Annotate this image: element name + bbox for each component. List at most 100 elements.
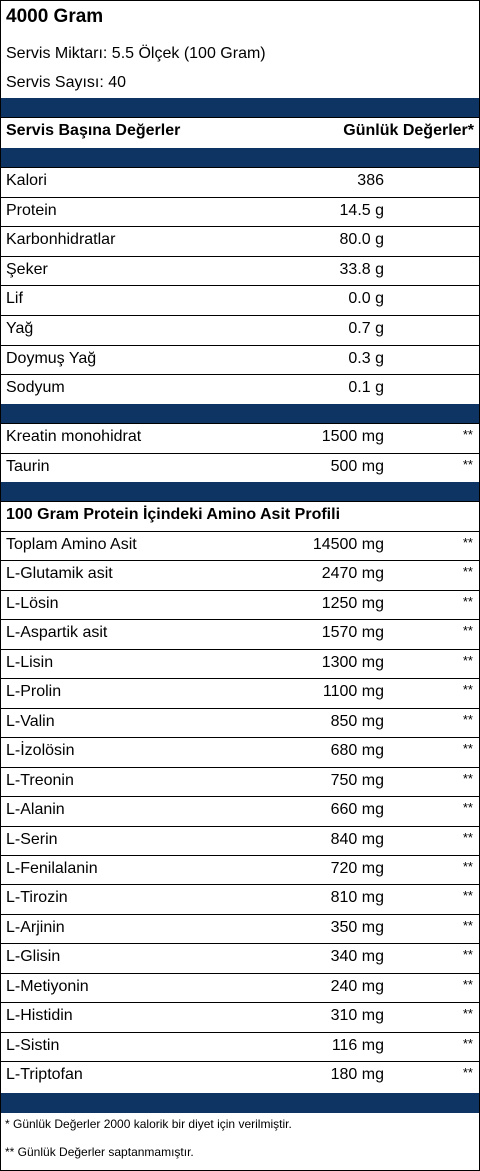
daily-value-marker: ** xyxy=(462,858,473,874)
table-row: Toplam Amino Asit 14500 mg ** xyxy=(1,531,479,560)
row-value: 840 mg xyxy=(330,830,384,848)
section-divider-band xyxy=(1,148,479,167)
daily-value-marker: ** xyxy=(462,623,473,639)
table-row: L-Metiyonin 240 mg ** xyxy=(1,972,479,1002)
section-divider-band xyxy=(1,1093,479,1113)
amino-header-row: 100 Gram Protein İçindeki Amino Asit Pro… xyxy=(1,501,479,530)
row-value: 14500 mg xyxy=(312,536,384,553)
daily-value-marker: ** xyxy=(462,456,473,472)
row-value: 0.0 g xyxy=(348,290,384,308)
row-value: 116 mg xyxy=(331,1036,384,1054)
row-label: Taurin xyxy=(6,457,50,475)
table-row: L-Treonin 750 mg ** xyxy=(1,766,479,796)
table-row: L-Lisin 1300 mg ** xyxy=(1,648,479,678)
row-value: 750 mg xyxy=(330,771,384,789)
row-label: L-Alanin xyxy=(6,801,65,819)
row-value: 680 mg xyxy=(330,742,384,760)
row-value: 0.7 g xyxy=(348,320,384,337)
row-label: Kreatin monohidrat xyxy=(6,428,142,445)
table-row: Sodyum 0.1 g xyxy=(1,374,479,403)
table-row: L-Lösin 1250 mg ** xyxy=(1,589,479,619)
footnote-not-established: ** Günlük Değerler saptanmamıştır. xyxy=(5,1145,194,1159)
daily-value-marker: ** xyxy=(462,888,473,904)
row-value: 0.1 g xyxy=(348,379,384,397)
row-label: L-Glutamik asit xyxy=(6,565,113,583)
table-row: Kalori 386 xyxy=(1,167,479,196)
row-label: L-Treonin xyxy=(6,771,74,789)
row-value: 1250 mg xyxy=(321,594,384,612)
servings-per-container: Servis Sayısı: 40 xyxy=(6,74,127,91)
row-value: 720 mg xyxy=(330,859,384,877)
row-label: Protein xyxy=(6,201,57,219)
row-value: 660 mg xyxy=(330,801,384,819)
row-label: L-Aspartik asit xyxy=(6,624,108,642)
row-label: L-Fenilalanin xyxy=(6,859,98,877)
table-row: Yağ 0.7 g xyxy=(1,315,479,344)
section-divider-band xyxy=(1,98,479,117)
table-row: L-Prolin 1100 mg ** xyxy=(1,678,479,707)
table-row: L-Histidin 310 mg ** xyxy=(1,1002,479,1031)
row-value: 850 mg xyxy=(330,712,384,730)
row-value: 2470 mg xyxy=(321,565,384,583)
table-row: L-Fenilalanin 720 mg ** xyxy=(1,854,479,884)
row-value: 1500 mg xyxy=(321,428,384,445)
daily-value-marker: ** xyxy=(462,535,473,550)
table-row: L-Arjinin 350 mg ** xyxy=(1,913,479,943)
table-row: Lif 0.0 g xyxy=(1,285,479,314)
row-value: 1300 mg xyxy=(321,653,384,671)
daily-value-marker: ** xyxy=(462,829,473,845)
row-label: Lif xyxy=(6,290,23,308)
table-row: L-İzolösin 680 mg ** xyxy=(1,737,479,766)
per-serving-header: Servis Başına Değerler xyxy=(6,122,181,139)
table-row: Taurin 500 mg ** xyxy=(1,452,479,482)
daily-value-marker: ** xyxy=(462,593,473,609)
row-value: 1100 mg xyxy=(322,683,384,701)
row-label: Karbonhidratlar xyxy=(6,231,116,249)
row-value: 500 mg xyxy=(330,457,384,475)
table-row: L-Aspartik asit 1570 mg ** xyxy=(1,619,479,648)
row-label: Yağ xyxy=(6,320,34,337)
row-value: 80.0 g xyxy=(339,231,384,249)
row-value: 340 mg xyxy=(330,948,384,966)
row-label: L-Tirozin xyxy=(6,889,68,907)
row-value: 180 mg xyxy=(330,1066,384,1084)
table-row: L-Glisin 340 mg ** xyxy=(1,943,479,972)
section-divider-band xyxy=(1,482,479,501)
daily-value-marker: ** xyxy=(462,427,473,442)
row-label: Kalori xyxy=(6,172,47,189)
daily-value-marker: ** xyxy=(462,652,473,668)
product-title: 4000 Gram xyxy=(6,6,104,27)
table-row: L-Valin 850 mg ** xyxy=(1,707,479,737)
row-label: L-Glisin xyxy=(6,948,61,966)
daily-value-marker: ** xyxy=(462,741,473,757)
daily-value-marker: ** xyxy=(462,770,473,786)
daily-value-marker: ** xyxy=(462,682,473,698)
row-label: L-Lösin xyxy=(6,594,59,612)
daily-value-marker: ** xyxy=(462,800,473,816)
table-row: L-Alanin 660 mg ** xyxy=(1,796,479,825)
row-value: 0.3 g xyxy=(348,349,384,367)
row-value: 14.5 g xyxy=(339,201,384,219)
daily-value-marker: ** xyxy=(462,1006,473,1022)
daily-value-marker: ** xyxy=(462,564,473,580)
row-label: Toplam Amino Asit xyxy=(6,536,137,553)
table-row: L-Serin 840 mg ** xyxy=(1,825,479,855)
table-row: Şeker 33.8 g xyxy=(1,255,479,285)
row-value: 33.8 g xyxy=(339,260,384,278)
row-label: L-Histidin xyxy=(6,1007,73,1025)
row-label: L-Triptofan xyxy=(6,1066,83,1084)
table-header-row: Servis Başına Değerler Günlük Değerler* xyxy=(1,117,479,148)
row-label: L-Arjinin xyxy=(6,918,65,936)
daily-value-marker: ** xyxy=(462,976,473,992)
table-row: L-Tirozin 810 mg ** xyxy=(1,884,479,913)
table-row: L-Triptofan 180 mg ** xyxy=(1,1061,479,1090)
table-row: Doymuş Yağ 0.3 g xyxy=(1,344,479,374)
table-row: Kreatin monohidrat 1500 mg ** xyxy=(1,423,479,452)
daily-value-marker: ** xyxy=(462,917,473,933)
row-value: 1570 mg xyxy=(321,624,384,642)
table-row: Karbonhidratlar 80.0 g xyxy=(1,226,479,255)
daily-values-header: Günlük Değerler* xyxy=(343,122,474,139)
row-label: L-Metiyonin xyxy=(6,977,89,995)
row-label: L-Valin xyxy=(6,712,55,730)
row-label: L-Lisin xyxy=(6,653,54,671)
